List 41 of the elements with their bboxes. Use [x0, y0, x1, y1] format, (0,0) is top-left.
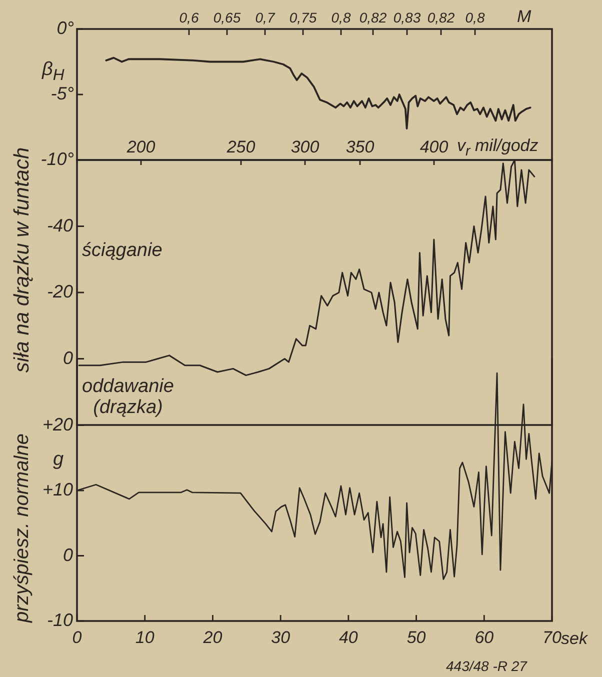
y-tick-label: +20 [42, 414, 73, 434]
text: 0,82 [427, 10, 455, 26]
y-tick-label: -40 [46, 215, 73, 236]
annotation: 200 [126, 137, 156, 157]
y-axis-title: siła na drązku w funtach [10, 147, 34, 373]
text: 0,82 [359, 10, 387, 26]
x-tick-label: 20 [202, 628, 223, 647]
y-axis-title: przyśpiesz. normalne [11, 434, 33, 622]
annotation: oddawanie (drązka) [81, 376, 175, 419]
y-tick-label: -5° [50, 84, 74, 104]
text: g [53, 449, 64, 471]
y-axis-title: β$_{H}$ [42, 59, 64, 84]
text: 0,8 [331, 10, 351, 26]
annotation: 250 [226, 137, 256, 157]
text: 0,7 [255, 10, 275, 26]
text: 443/48 -R 27 [446, 658, 527, 674]
text: 0,75 [289, 10, 317, 26]
y-tick-label: -10° [40, 149, 74, 169]
annotation: 300 [290, 137, 320, 157]
x-axis-title: sek [561, 629, 588, 649]
annotation: ściąganie [82, 240, 162, 262]
text: 0,6 [179, 10, 199, 26]
x-tick-label: 30 [271, 628, 291, 647]
text: M [517, 7, 532, 27]
y-tick-label: 0 [62, 544, 73, 565]
y-tick-label: -20 [46, 282, 73, 302]
y-tick-label: +10 [42, 480, 73, 500]
x-tick-label: 10 [135, 628, 155, 647]
text: 0,83 [393, 10, 421, 26]
text: 0,8 [465, 10, 485, 26]
x-tick-label: 60 [474, 628, 494, 647]
y-tick-label: 0° [56, 18, 74, 38]
y-tick-label: -10 [46, 610, 73, 630]
annotation: 350 [346, 137, 374, 157]
annotation: v$_{r}$ mil/godz [457, 136, 538, 160]
x-tick-label: 40 [338, 628, 358, 647]
x-tick-label: 50 [406, 628, 426, 647]
y-tick-label: 0 [62, 348, 73, 368]
x-tick-label: 70 [542, 628, 562, 647]
text: 0,65 [213, 10, 241, 26]
annotation: 400 [420, 137, 448, 157]
